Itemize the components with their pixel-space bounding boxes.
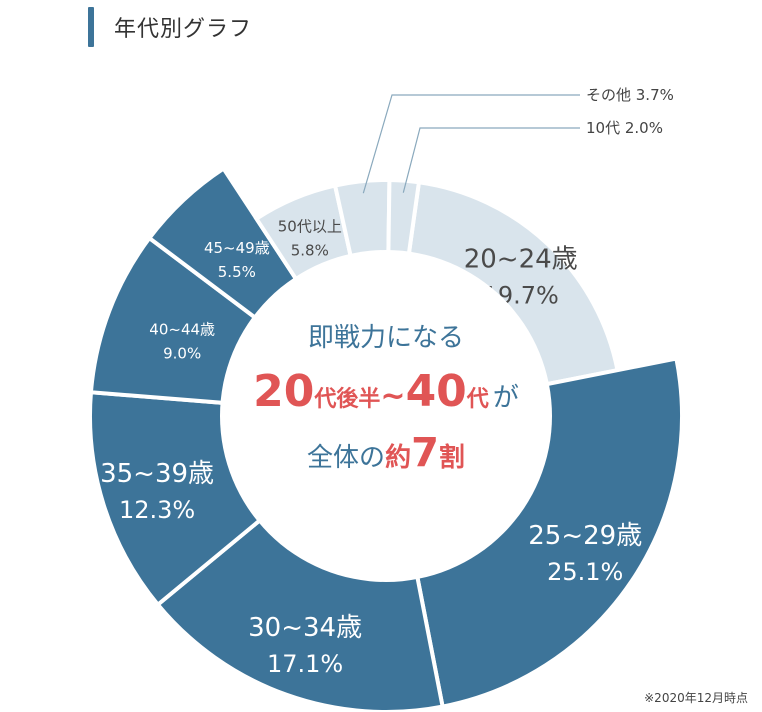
slice-value-label-4: 9.0% xyxy=(163,345,201,363)
center-dai-kouhan: 代後半 xyxy=(313,386,380,412)
leader-line-7 xyxy=(362,94,580,194)
slice-category-label-4: 40~44歳 xyxy=(149,321,215,339)
header-accent-bar xyxy=(88,7,94,47)
slice-value-label-1: 25.1% xyxy=(547,558,623,586)
center-dai: 代 xyxy=(466,387,489,412)
center-ga: が xyxy=(493,383,519,413)
slice-labels: 20~24歳19.7%25~29歳25.1%30~34歳17.1%35~39歳1… xyxy=(100,86,674,678)
center-line-2: 20代後半~40代が xyxy=(253,366,519,417)
center-40: 40 xyxy=(406,366,467,417)
slice-value-label-6: 5.8% xyxy=(291,241,329,259)
center-wari: 割 xyxy=(439,442,465,473)
center-line-3: 全体の約7割 xyxy=(307,430,465,476)
slice-label-7: その他 3.7% xyxy=(586,86,674,104)
center-tilde: ~ xyxy=(380,379,405,414)
slice-category-label-2: 30~34歳 xyxy=(248,613,362,643)
slice-category-label-3: 35~39歳 xyxy=(100,459,214,489)
center-7: 7 xyxy=(411,430,439,476)
chart-header: 年代別グラフ xyxy=(88,7,252,47)
slice-value-label-2: 17.1% xyxy=(267,650,343,678)
leader-lines xyxy=(362,94,580,194)
center-20: 20 xyxy=(253,366,314,417)
page-title: 年代別グラフ xyxy=(114,17,253,42)
center-zentai-no: 全体の xyxy=(307,443,385,473)
slice-category-label-6: 50代以上 xyxy=(278,217,342,235)
slice-category-label-5: 45~49歳 xyxy=(204,239,270,257)
slice-value-label-3: 12.3% xyxy=(119,496,195,524)
footnote: ※2020年12月時点 xyxy=(644,691,748,705)
slice-label-8: 10代 2.0% xyxy=(586,119,663,137)
donut-hole xyxy=(220,250,552,582)
leader-line-8 xyxy=(402,127,580,193)
center-yaku: 約 xyxy=(385,442,411,473)
slice-category-label-1: 25~29歳 xyxy=(528,521,642,551)
center-line-1: 即戦力になる xyxy=(308,323,464,353)
slice-category-label-0: 20~24歳 xyxy=(464,245,578,275)
slice-value-label-5: 5.5% xyxy=(218,263,256,281)
